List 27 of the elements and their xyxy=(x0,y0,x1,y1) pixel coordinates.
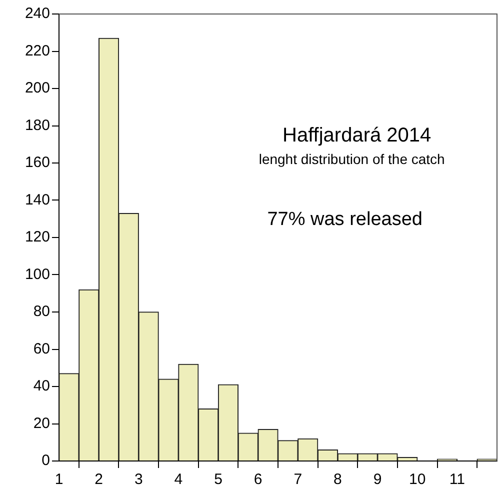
x-tick-label: 9 xyxy=(373,471,382,488)
x-tick-label: 10 xyxy=(409,471,426,488)
y-tick-label: 120 xyxy=(24,228,50,246)
x-tick-label: 5 xyxy=(214,471,222,488)
y-tick-label: 80 xyxy=(33,303,50,320)
y-tick-label: 180 xyxy=(24,116,50,134)
y-tick-label: 160 xyxy=(24,154,50,172)
x-tick-label: 8 xyxy=(334,471,342,488)
y-tick-label: 200 xyxy=(24,80,50,97)
x-tick-label: 2 xyxy=(94,471,103,488)
x-tick-label: 6 xyxy=(254,471,262,488)
x-tick-label: 11 xyxy=(449,471,465,488)
x-tick-label: 7 xyxy=(294,471,302,488)
y-tick-label: 240 xyxy=(24,5,50,22)
y-tick-label: 0 xyxy=(42,452,50,470)
y-tick-label: 100 xyxy=(24,266,50,283)
text: Haffjardará 2014 xyxy=(282,124,432,147)
text: lenght distribution of the catch xyxy=(258,150,445,167)
y-tick-label: 40 xyxy=(33,378,50,395)
x-tick-label: 4 xyxy=(174,471,183,488)
x-tick-label: 3 xyxy=(134,471,143,488)
annotation: 77% was released xyxy=(267,209,422,230)
y-tick-label: 140 xyxy=(24,191,50,208)
x-tick-label: 1 xyxy=(54,471,64,488)
y-tick-label: 20 xyxy=(33,414,50,432)
y-tick-label: 220 xyxy=(24,42,50,60)
y-tick-label: 60 xyxy=(33,340,50,358)
